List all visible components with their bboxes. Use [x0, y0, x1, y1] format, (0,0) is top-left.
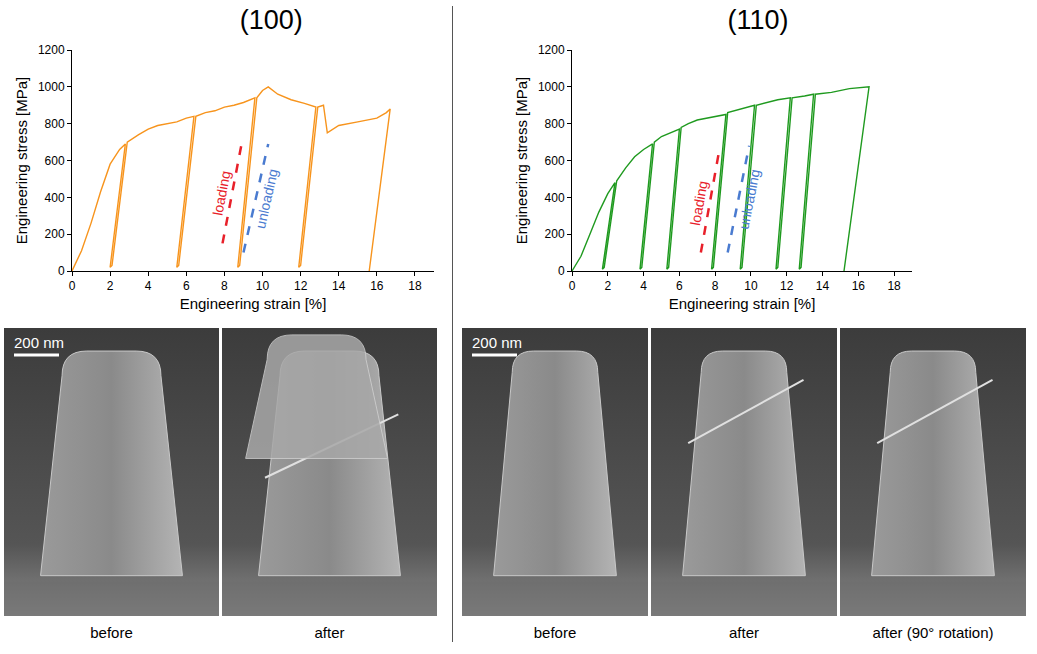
svg-text:2: 2: [107, 279, 114, 293]
svg-text:800: 800: [45, 117, 65, 131]
svg-text:loading: loading: [687, 179, 711, 226]
svg-text:14: 14: [332, 279, 346, 293]
svg-text:18: 18: [408, 279, 422, 293]
svg-text:10: 10: [744, 279, 758, 293]
svg-text:0: 0: [58, 264, 65, 278]
svg-text:600: 600: [45, 154, 65, 168]
svg-text:1200: 1200: [38, 43, 65, 57]
svg-text:after (90° rotation): after (90° rotation): [872, 624, 993, 641]
svg-text:400: 400: [545, 191, 565, 205]
svg-text:4: 4: [145, 279, 152, 293]
svg-text:Engineering stress [MPa]: Engineering stress [MPa]: [13, 77, 30, 245]
svg-text:600: 600: [545, 154, 565, 168]
svg-text:unloading: unloading: [735, 168, 763, 231]
svg-text:(100): (100): [240, 5, 303, 35]
svg-text:1000: 1000: [38, 80, 65, 94]
svg-text:400: 400: [45, 191, 65, 205]
svg-text:Engineering strain [%]: Engineering strain [%]: [180, 295, 327, 312]
svg-text:12: 12: [294, 279, 308, 293]
svg-text:(110): (110): [727, 5, 788, 35]
svg-text:loading: loading: [209, 170, 233, 217]
svg-text:18: 18: [887, 279, 901, 293]
svg-text:before: before: [90, 624, 133, 641]
svg-text:6: 6: [676, 279, 683, 293]
svg-text:0: 0: [558, 264, 565, 278]
svg-text:16: 16: [852, 279, 866, 293]
svg-text:0: 0: [69, 279, 76, 293]
svg-text:200 nm: 200 nm: [14, 334, 64, 351]
svg-text:1000: 1000: [538, 80, 565, 94]
svg-text:16: 16: [370, 279, 384, 293]
svg-text:14: 14: [816, 279, 830, 293]
svg-text:12: 12: [780, 279, 794, 293]
svg-text:before: before: [534, 624, 577, 641]
svg-text:10: 10: [256, 279, 270, 293]
svg-text:200: 200: [545, 227, 565, 241]
svg-text:after: after: [729, 624, 759, 641]
svg-text:Engineering stress [MPa]: Engineering stress [MPa]: [513, 77, 530, 245]
svg-text:4: 4: [640, 279, 647, 293]
svg-text:1200: 1200: [538, 43, 565, 57]
svg-text:8: 8: [712, 279, 719, 293]
svg-text:6: 6: [183, 279, 190, 293]
svg-text:after: after: [314, 624, 344, 641]
svg-text:800: 800: [545, 117, 565, 131]
svg-text:8: 8: [221, 279, 228, 293]
svg-text:0: 0: [569, 279, 576, 293]
svg-text:200 nm: 200 nm: [472, 334, 522, 351]
svg-text:2: 2: [604, 279, 611, 293]
svg-text:Engineering strain [%]: Engineering strain [%]: [669, 295, 816, 312]
svg-text:unloading: unloading: [252, 167, 281, 230]
svg-text:200: 200: [45, 227, 65, 241]
